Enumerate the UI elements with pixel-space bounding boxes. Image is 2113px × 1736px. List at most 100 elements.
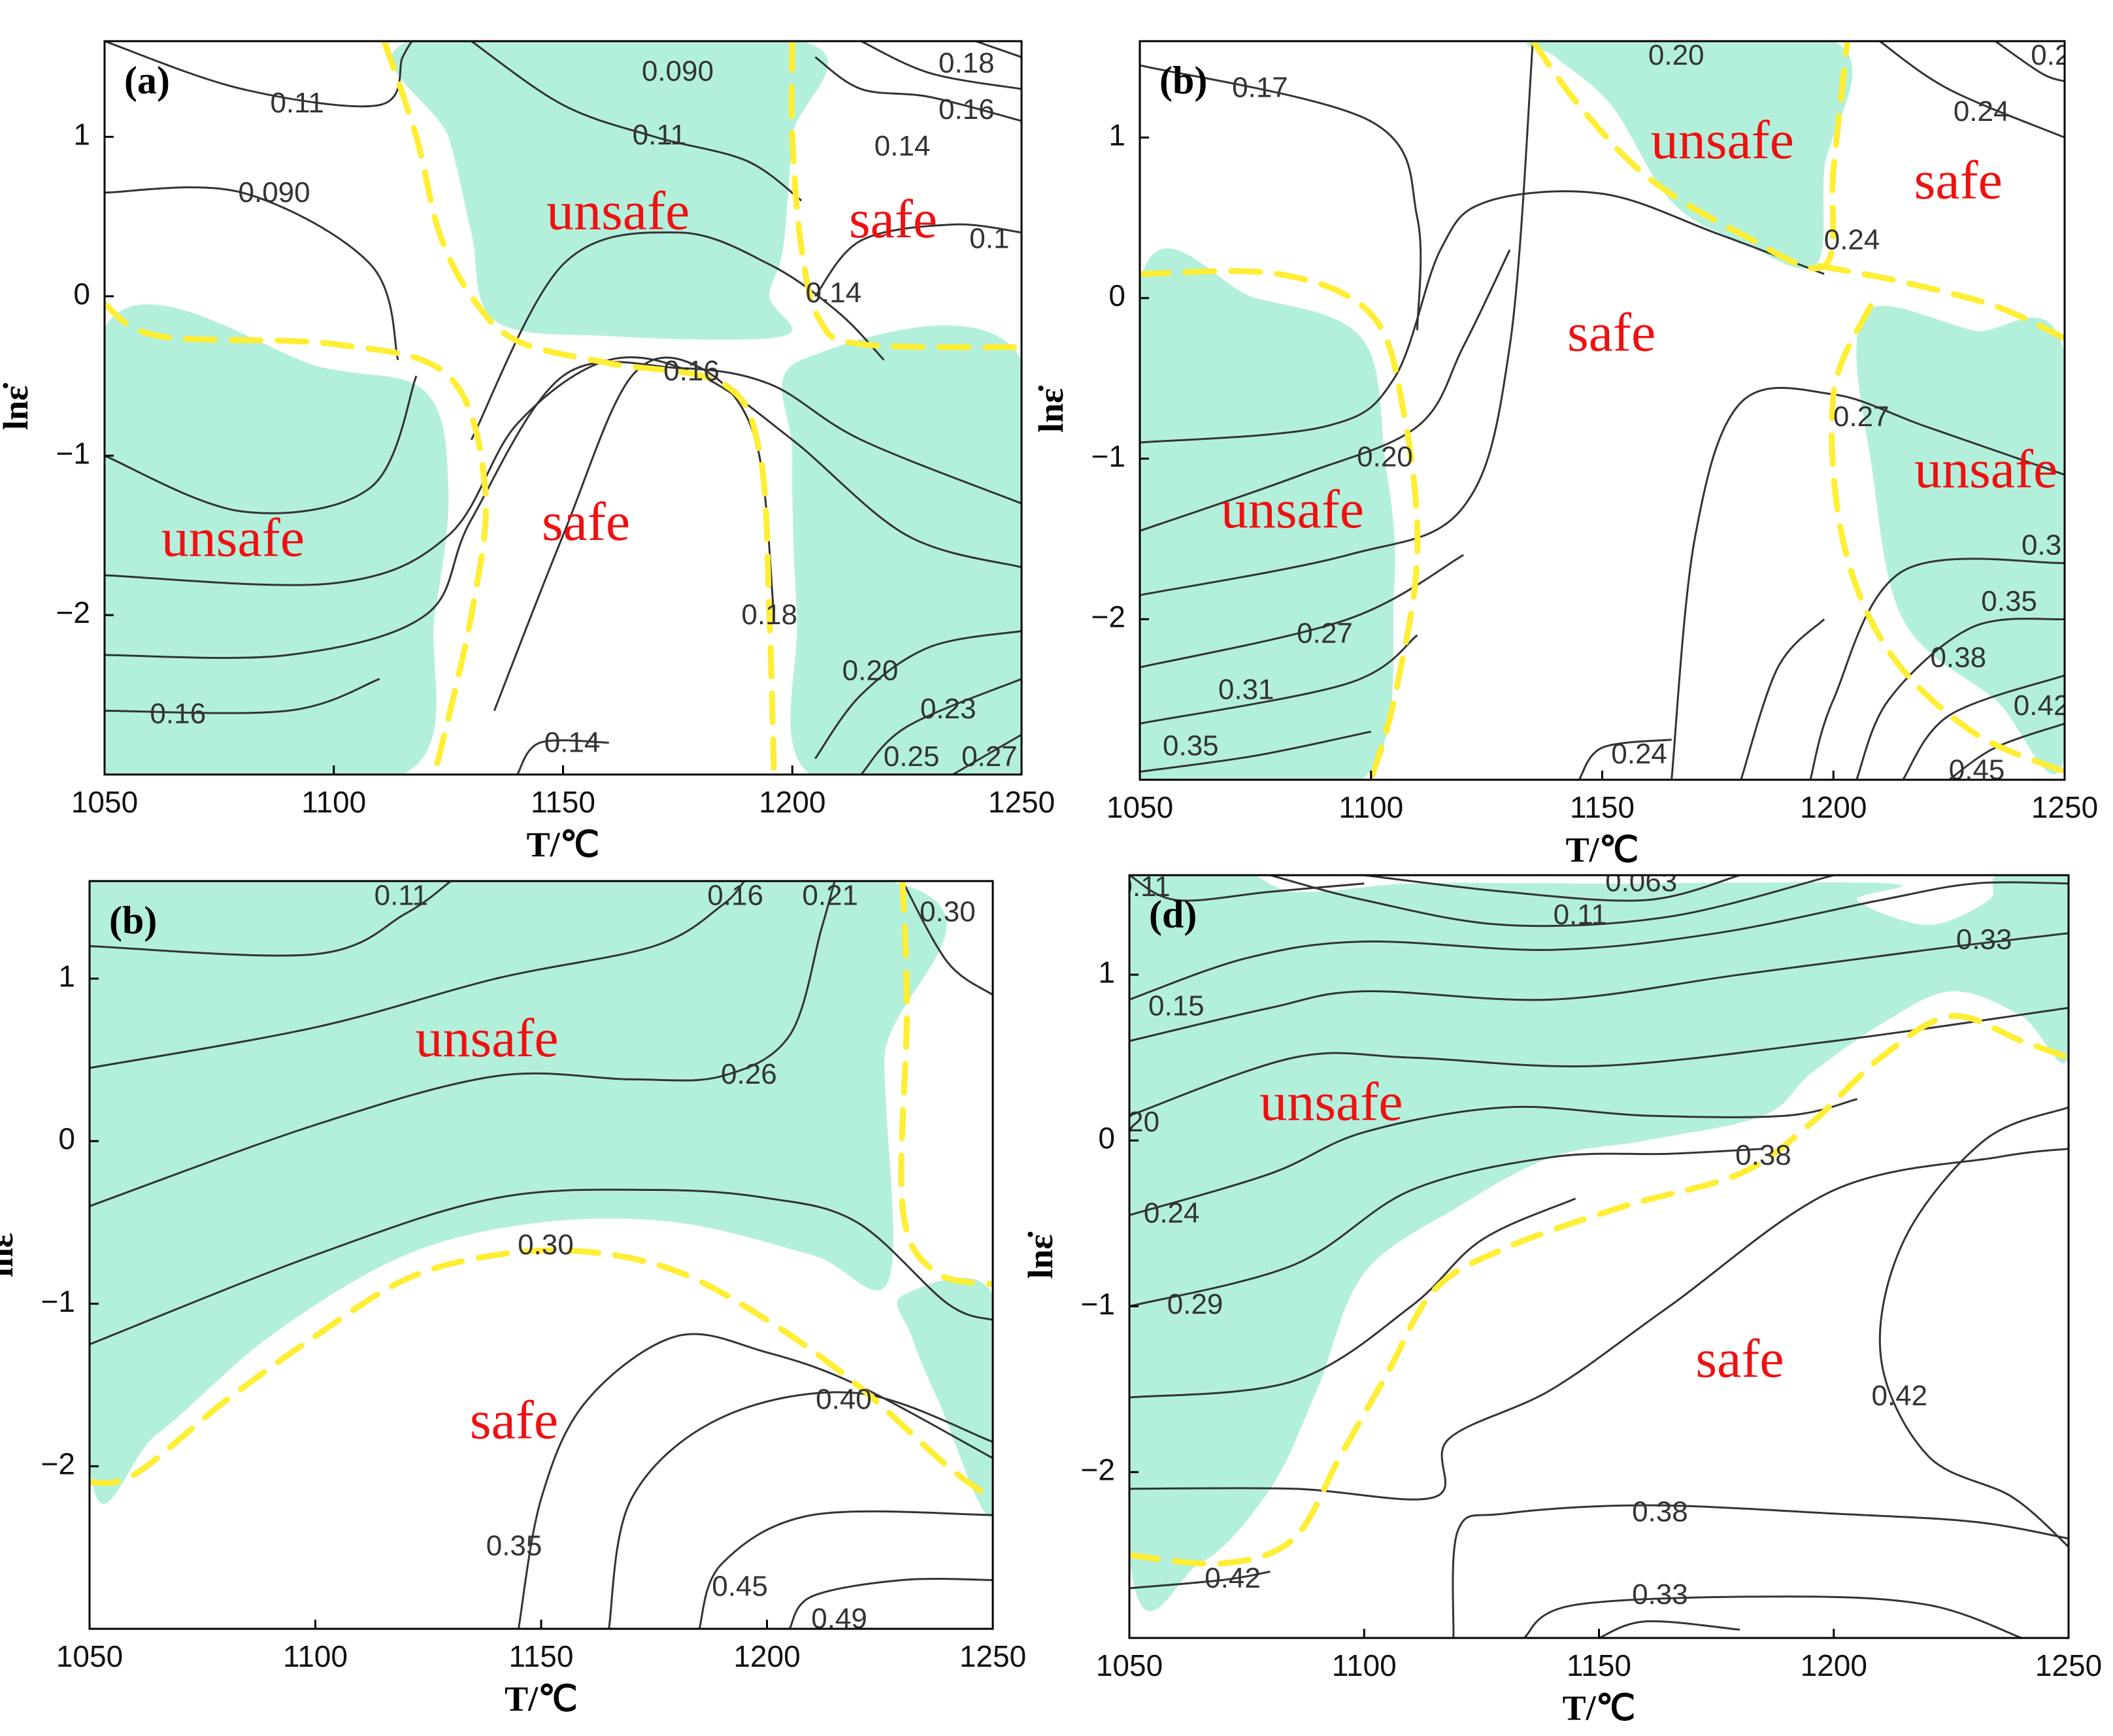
x-tick-label: 1100 [283, 1639, 348, 1673]
contour-label: 0.063 [1605, 865, 1677, 897]
contour-label: 0.24 [1824, 224, 1880, 256]
contour-label: 20 [1127, 1106, 1159, 1138]
contour-line [860, 678, 1022, 775]
contour-line [788, 1578, 993, 1629]
contour-label: 0.26 [721, 1058, 777, 1090]
x-tick-label: 1150 [1570, 790, 1635, 824]
contour-label: 0.21 [802, 879, 858, 911]
x-tick-label: 1050 [1096, 1648, 1163, 1682]
contour-line [105, 361, 1022, 659]
contour-panel-2: 0.17 0.20 0.2 0.24 0.24 0.20 0.27 0.3 0.35 0.38 0.… [1031, 39, 2098, 869]
contour-line [1879, 41, 2065, 139]
contour-label: 0.11 [1554, 899, 1607, 931]
panel-label: (a) [124, 59, 170, 102]
contour-label: 0.24 [1611, 738, 1667, 770]
x-axis-title: T/℃ [527, 825, 600, 864]
x-tick-label: 1250 [2031, 790, 2098, 824]
unsafe-zone-1 [1129, 875, 2069, 1611]
instability-boundary [105, 301, 490, 775]
contour-line [90, 881, 452, 957]
contour-label: 0.17 [1232, 71, 1288, 103]
contour-line [698, 1510, 993, 1629]
contour-line [1855, 618, 2065, 780]
contour-line [1809, 558, 2065, 780]
contour-label: 0.18 [939, 47, 995, 79]
contour-label: 0.16 [663, 355, 720, 387]
contour-label: 0.33 [1956, 924, 2012, 956]
contour-line [814, 56, 1022, 122]
panel-label: (b) [1159, 59, 1207, 102]
contour-label: 0.27 [1833, 401, 1889, 433]
y-tick-label: −1 [1081, 1287, 1115, 1321]
contour-line [1140, 64, 1422, 331]
contour-label: 0.27 [1297, 618, 1353, 650]
contour-label: 0.3 [2021, 529, 2061, 561]
contour-label: 0.42 [1872, 1380, 1928, 1412]
plot-area: 0.11 0.16 0.21 0.30 0.26 0.30 0.40 0.35 0.45 0.49… [90, 879, 993, 1629]
contour-line [1140, 634, 1418, 725]
y-tick-label: 0 [1108, 278, 1125, 312]
unsafe-zone-2 [1140, 248, 1395, 780]
contour-line [1902, 674, 2065, 780]
y-axis-title: lnε̇ [0, 1229, 20, 1277]
contour-label: 0.31 [1218, 674, 1274, 706]
y-axis-title: lnε̇ [1021, 1231, 1060, 1278]
contour-line [471, 41, 803, 202]
contour-panel-1: 0.0900.110.110.0900.180.160.140.10.140.1… [0, 40, 1055, 864]
contour-label: 0.23 [920, 693, 976, 725]
x-axis-title: T/℃ [505, 1679, 578, 1718]
region-label-safe: safe [1695, 1329, 1784, 1390]
contour-label: 0.090 [239, 176, 310, 209]
contour-line [1878, 1106, 2069, 1548]
contour-line [814, 223, 1022, 297]
x-tick-label: 1200 [1800, 790, 1867, 824]
contour-label: 0.35 [1163, 729, 1219, 761]
instability-boundary [90, 1247, 993, 1502]
y-tick-label: −1 [56, 436, 90, 470]
contour-label: 0.30 [920, 895, 976, 927]
x-tick-label: 1200 [759, 785, 825, 819]
x-tick-label: 1200 [733, 1639, 800, 1673]
contour-line [1129, 932, 2069, 1043]
x-tick-label: 1050 [71, 785, 138, 819]
x-axis-title: T/℃ [1566, 830, 1639, 869]
contour-line [1129, 1007, 2069, 1117]
region-label-safe: safe [542, 492, 630, 552]
contour-label: 0.20 [1357, 441, 1413, 473]
contour-label: 0.14 [874, 130, 931, 162]
instability-boundary [1140, 268, 1421, 780]
contour-line [105, 356, 1022, 586]
contour-label: 0.11 [1116, 871, 1170, 903]
contour-line [1270, 875, 1835, 927]
contour-line [1140, 41, 1534, 596]
region-label-unsafe: unsafe [1221, 479, 1364, 540]
contour-label: 0.40 [816, 1383, 872, 1415]
contour-line [1129, 881, 2069, 1001]
x-tick-label: 1150 [1567, 1648, 1631, 1682]
contour-label: 0.30 [518, 1229, 574, 1261]
contour-label: 0.090 [642, 55, 714, 87]
x-axis-title: T/℃ [1563, 1688, 1636, 1728]
y-tick-label: −2 [56, 595, 90, 629]
contour-line [1452, 1504, 2069, 1638]
region-label-safe: safe [1567, 303, 1655, 363]
contour-line [1129, 1148, 1764, 1308]
contour-label: 0.38 [1632, 1495, 1688, 1527]
y-tick-label: 0 [58, 1122, 75, 1156]
contour-line [1740, 618, 1825, 780]
panel-label: (b) [109, 899, 157, 942]
contour-line [105, 186, 399, 361]
contour-label: 0.20 [1648, 39, 1705, 71]
contour-line [90, 1188, 993, 1346]
region-label-unsafe: unsafe [415, 1008, 558, 1069]
instability-boundary [1129, 1012, 2069, 1567]
contour-label: 0.42 [2014, 690, 2070, 722]
y-tick-label: 0 [73, 276, 90, 310]
unsafe-zone-1 [90, 881, 947, 1504]
y-axis-title: lnε̇ [1031, 385, 1071, 433]
y-tick-label: 1 [1098, 955, 1115, 989]
plot-area: 0.17 0.20 0.2 0.24 0.24 0.20 0.27 0.3 0.35 0.38 0.… [1140, 39, 2070, 780]
region-label-unsafe: unsafe [1651, 110, 1794, 171]
contour-line [814, 630, 1022, 760]
